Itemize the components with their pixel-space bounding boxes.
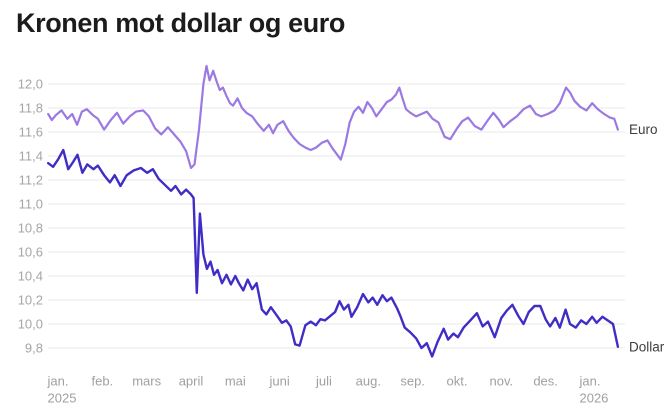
y-tick-label: 10,6 [18,245,43,260]
euro-series-label: Euro [629,122,658,137]
year-label: 2026 [579,391,608,406]
y-tick-label: 9,8 [25,341,43,356]
x-tick-label: jan. [578,374,600,389]
x-tick-label: feb. [91,374,113,389]
year-label: 2025 [48,391,77,406]
x-tick-label: des. [533,374,558,389]
euro-line [47,64,620,170]
x-tick-label: okt. [446,374,467,389]
x-tick-label: jan. [47,374,69,389]
y-tick-label: 12,0 [18,77,43,92]
x-tick-label: sep. [400,374,425,389]
y-tick-label: 10,4 [18,269,43,284]
y-tick-label: 11,0 [19,197,43,212]
x-tick-label: mars [132,374,161,389]
dollar-series-label: Dollar [629,339,665,354]
x-tick-label: nov. [489,374,513,389]
x-tick-label: aug. [356,374,381,389]
y-tick-label: 11,4 [19,149,43,164]
y-tick-label: 10,2 [18,293,43,308]
x-tick-label: juni [269,374,290,389]
x-tick-label: juli [315,374,332,389]
chart-title: Kronen mot dollar og euro [16,8,346,38]
y-tick-label: 11,2 [19,173,43,188]
dollar-line [47,148,620,358]
y-tick-label: 11,6 [19,125,43,140]
y-tick-label: 10,8 [18,221,43,236]
y-tick-label: 10,0 [18,317,43,332]
y-tick-label: 11,8 [19,101,43,116]
x-tick-label: april [179,374,204,389]
x-tick-label: mai [225,374,246,389]
